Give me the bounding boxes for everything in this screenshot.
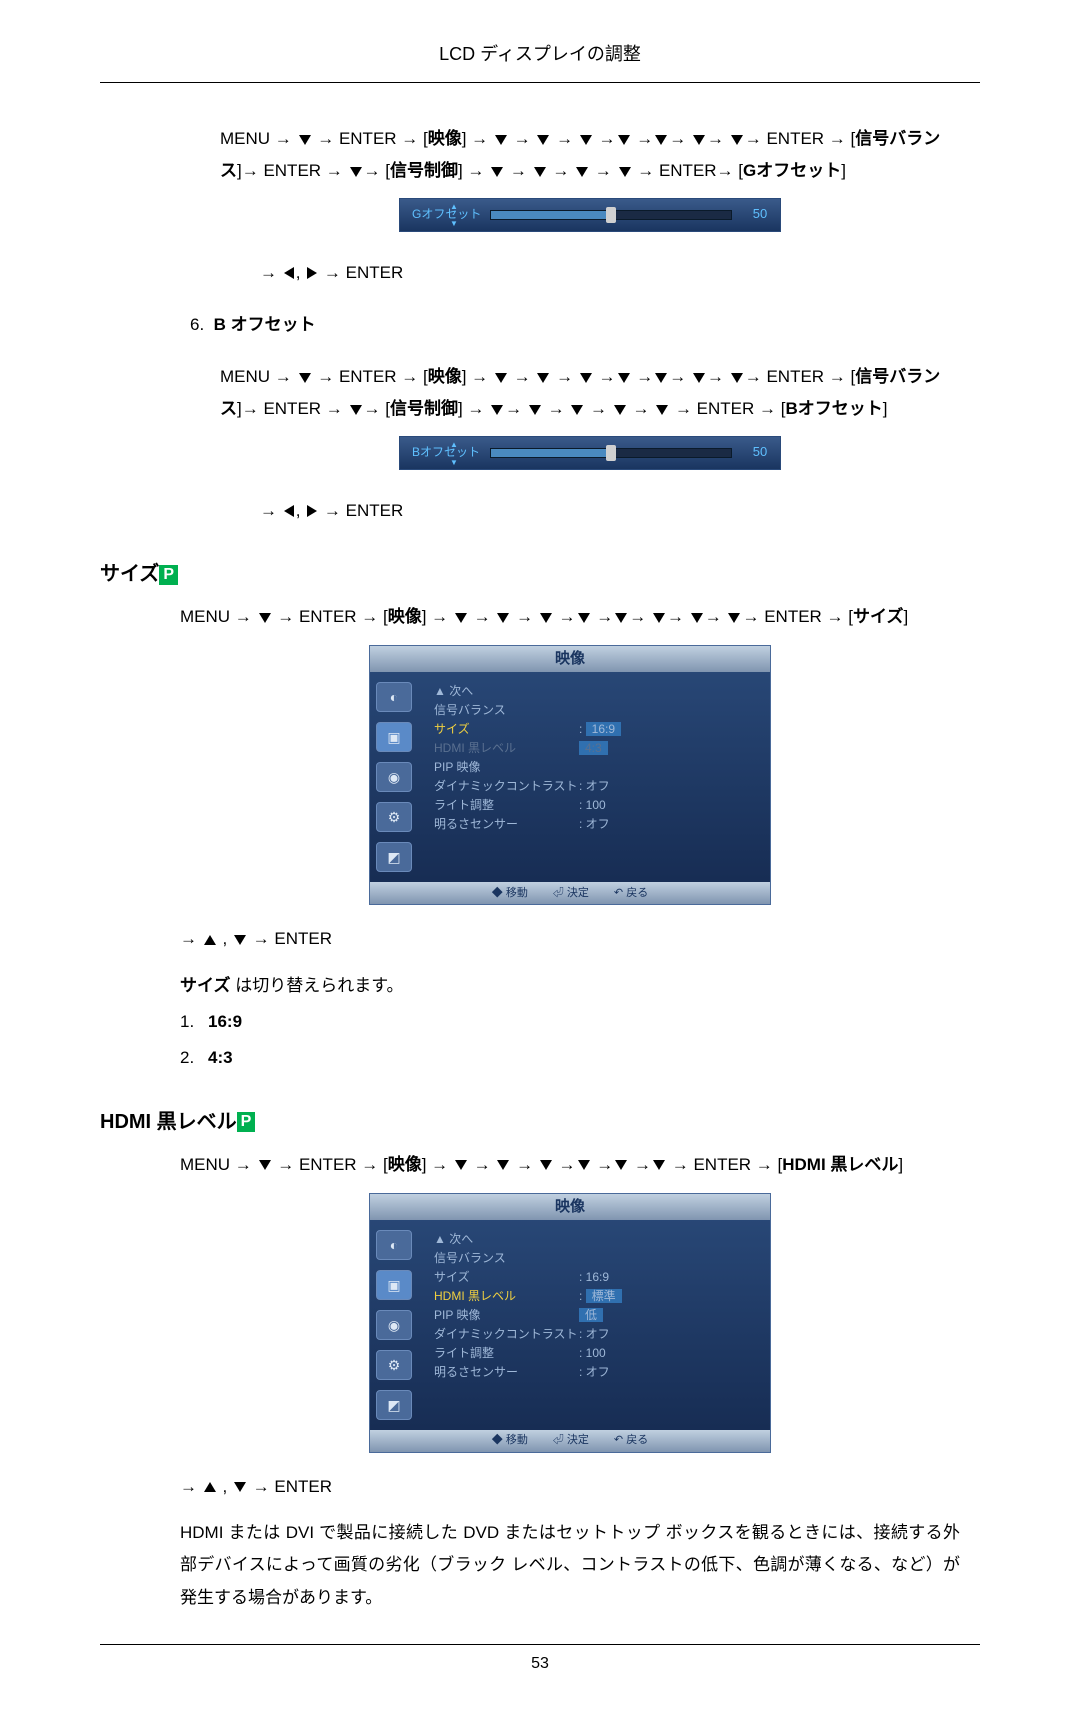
slider-value: 50 bbox=[740, 440, 780, 465]
osd-icon: ◐ bbox=[376, 1230, 412, 1260]
slider-value: 50 bbox=[740, 202, 780, 227]
boffset-nav2: → , → ENTER bbox=[260, 495, 960, 527]
page-number: 53 bbox=[100, 1655, 980, 1673]
header-rule bbox=[100, 82, 980, 83]
boffset-slider: ▲ ▼ Bオフセット 50 bbox=[399, 436, 781, 470]
size-desc: サイズ は切り替えられます。 bbox=[180, 970, 960, 1002]
osd-icon: ◉ bbox=[376, 762, 412, 792]
p-icon: P bbox=[159, 565, 178, 585]
size-nav2: → , → ENTER bbox=[180, 923, 960, 955]
osd-icon-bar: ◐ ▣ ◉ ⚙ ◩ bbox=[370, 1220, 430, 1430]
boffset-nav: MENU → → ENTER → [映像] → → → → →→ → → ENT… bbox=[220, 361, 960, 426]
right-icon bbox=[307, 267, 317, 279]
osd-header: 映像 bbox=[370, 1194, 770, 1220]
osd-icon: ◩ bbox=[376, 842, 412, 872]
left-icon bbox=[284, 267, 294, 279]
osd-footer: ◆ 移動 ⏎ 決定 ↶ 戻る bbox=[370, 1430, 770, 1452]
osd-icon: ◉ bbox=[376, 1310, 412, 1340]
size-section-title: サイズP bbox=[100, 557, 980, 586]
slider-label: Gオフセット bbox=[400, 203, 482, 226]
osd-icon: ◐ bbox=[376, 682, 412, 712]
hdmi-desc: HDMI または DVI で製品に接続した DVD またはセットトップ ボックス… bbox=[180, 1517, 960, 1614]
osd-list: ▲ 次へ 信号バランス サイズ: 16:9 HDMI 黒レベル: 標準 PIP … bbox=[430, 1220, 770, 1430]
slider-label: Bオフセット bbox=[400, 441, 482, 464]
size-option-1: 1.16:9 bbox=[180, 1006, 960, 1038]
goffset-nav2: → , → ENTER bbox=[260, 257, 960, 289]
up-icon bbox=[204, 935, 216, 945]
osd-icon: ▣ bbox=[376, 722, 412, 752]
osd-header: 映像 bbox=[370, 646, 770, 672]
size-nav: MENU → → ENTER → [映像] → → → → →→ → → → E… bbox=[180, 601, 960, 633]
osd-icon: ▣ bbox=[376, 1270, 412, 1300]
osd-icon: ⚙ bbox=[376, 802, 412, 832]
osd-menu-hdmi: 映像 ◐ ▣ ◉ ⚙ ◩ ▲ 次へ 信号バランス サイズ: 16:9 HDMI … bbox=[369, 1193, 771, 1453]
osd-icon-bar: ◐ ▣ ◉ ⚙ ◩ bbox=[370, 672, 430, 882]
osd-menu-size: 映像 ◐ ▣ ◉ ⚙ ◩ ▲ 次へ 信号バランス サイズ: 16:9 HDMI … bbox=[369, 645, 771, 905]
boffset-title: 6. B オフセット bbox=[190, 309, 960, 341]
slider-track bbox=[490, 448, 732, 458]
goffset-nav: MENU → → ENTER → [映像] → → → → →→ → → ENT… bbox=[220, 123, 960, 188]
size-option-2: 2.4:3 bbox=[180, 1042, 960, 1074]
osd-footer: ◆ 移動 ⏎ 決定 ↶ 戻る bbox=[370, 882, 770, 904]
slider-track bbox=[490, 210, 732, 220]
hdmi-nav2: → , → ENTER bbox=[180, 1471, 960, 1503]
goffset-slider: ▲ ▼ Gオフセット 50 bbox=[399, 198, 781, 232]
p-icon: P bbox=[237, 1112, 256, 1132]
page-header: LCD ディスプレイの調整 bbox=[100, 40, 980, 74]
osd-icon: ◩ bbox=[376, 1390, 412, 1420]
footer-rule bbox=[100, 1644, 980, 1645]
hdmi-section-title: HDMI 黒レベルP bbox=[100, 1105, 980, 1134]
osd-icon: ⚙ bbox=[376, 1350, 412, 1380]
hdmi-nav: MENU → → ENTER → [映像] → → → → → → → ENTE… bbox=[180, 1149, 960, 1181]
osd-list: ▲ 次へ 信号バランス サイズ: 16:9 HDMI 黒レベル4:3 PIP 映… bbox=[430, 672, 770, 882]
down-icon bbox=[299, 135, 311, 145]
